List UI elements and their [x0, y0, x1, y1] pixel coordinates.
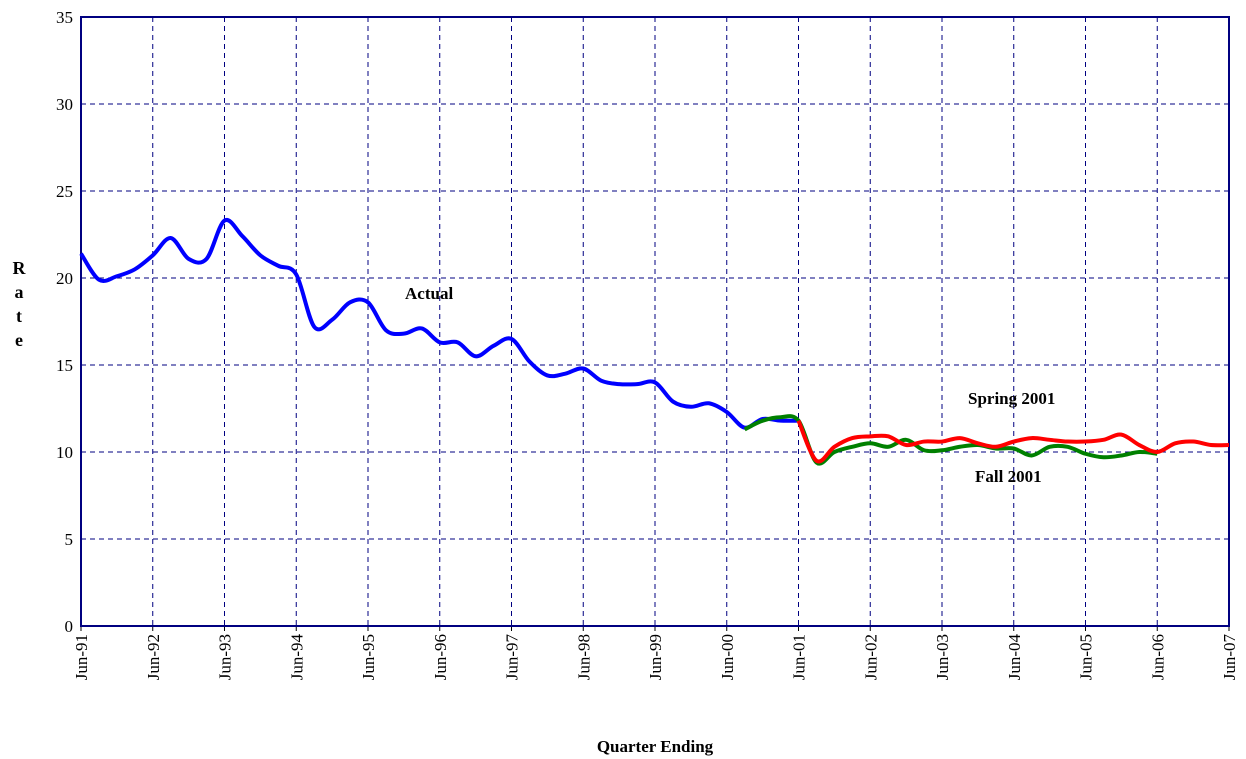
series-label: Fall 2001	[975, 467, 1042, 486]
x-tick-label: Jun-94	[287, 634, 306, 681]
x-tick-label: Jun-91	[72, 634, 91, 680]
series-line	[79, 218, 799, 430]
x-tick-label: Jun-03	[933, 634, 952, 680]
x-tick-label: Jun-92	[144, 634, 163, 680]
x-tick-label: Jun-06	[1148, 634, 1167, 680]
x-tick-label: Jun-04	[1005, 634, 1024, 681]
x-tick-label: Jun-95	[359, 634, 378, 680]
x-axis-label: Quarter Ending	[597, 737, 714, 756]
x-tick-label: Jun-98	[574, 634, 593, 680]
x-tick-label: Jun-01	[790, 634, 809, 680]
y-tick-label: 35	[56, 8, 73, 27]
x-tick-label: Jun-05	[1077, 634, 1096, 680]
series-label: Actual	[405, 284, 453, 303]
y-tick-label: 0	[65, 617, 74, 636]
y-axis-label: Rate	[9, 258, 29, 354]
series-line	[796, 419, 1230, 464]
x-tick-label: Jun-97	[503, 634, 522, 681]
x-tick-label: Jun-99	[646, 634, 665, 680]
x-tick-label: Jun-00	[718, 634, 737, 680]
y-tick-label: 10	[56, 443, 73, 462]
y-tick-label: 20	[56, 269, 73, 288]
y-tick-label: 30	[56, 95, 73, 114]
x-tick-label: Jun-96	[431, 634, 450, 680]
series-label: Spring 2001	[968, 389, 1055, 408]
x-tick-label: Jun-93	[216, 634, 235, 680]
y-tick-label: 15	[56, 356, 73, 375]
y-tick-label: 25	[56, 182, 73, 201]
plot-border	[80, 16, 1230, 627]
x-tick-label: Jun-02	[861, 634, 880, 680]
x-tick-label: Jun-07	[1220, 634, 1239, 681]
y-tick-label: 5	[65, 530, 74, 549]
